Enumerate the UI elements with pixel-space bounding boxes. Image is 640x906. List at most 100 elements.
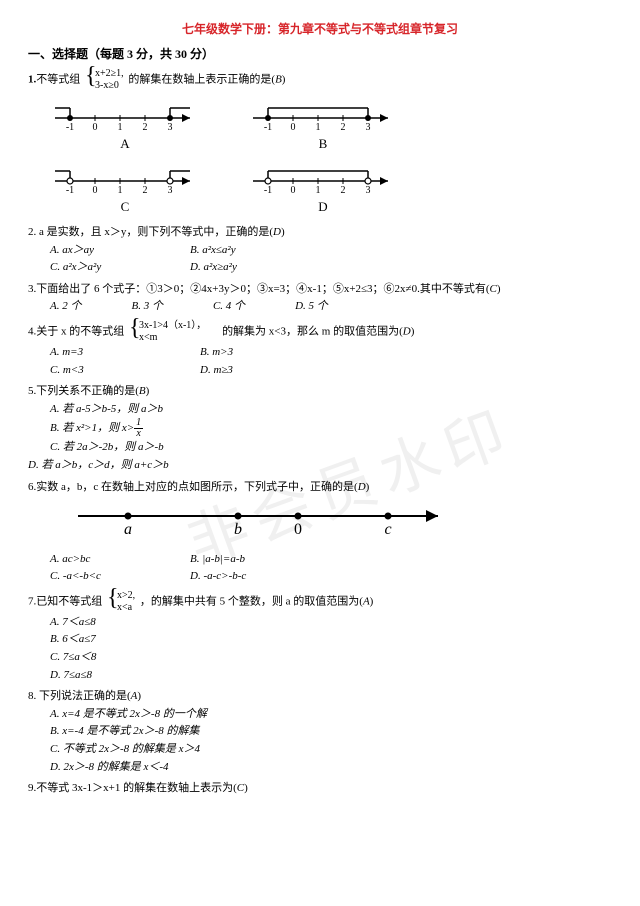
svg-text:1: 1 <box>118 122 123 132</box>
svg-text:1: 1 <box>316 185 321 195</box>
svg-text:-1: -1 <box>264 185 272 195</box>
svg-text:b: b <box>234 521 242 538</box>
q1-pre: 不等式组 <box>36 74 80 86</box>
svg-text:2: 2 <box>341 122 346 132</box>
q1-numberlines-row2: -1 0 1 2 3 C -1 0 1 2 3 <box>50 161 612 218</box>
numberline-b-svg: -1 0 1 2 3 <box>248 98 398 132</box>
section-heading: 一、选择题（每题 3 分，共 30 分） <box>28 45 612 64</box>
q7-brace: x>2, x<a <box>107 590 135 614</box>
question-2: 2. a 是实数，且 x＞y，则下列不等式中，正确的是(D) A. ax＞ay … <box>28 224 612 277</box>
q5-opt-B: B. 若 x²>1，则 x>1x <box>50 418 582 439</box>
q3-opt-A: A. 2 个 <box>50 298 81 316</box>
question-6: 6.实数 a，b，c 在数轴上对应的点如图所示，下列式子中，正确的是(D) a … <box>28 479 612 586</box>
question-4: 4.关于 x 的不等式组 3x-1>4（x-1）， x<m 的解集为 x<3，那… <box>28 320 612 379</box>
q7-opt-C: C. 7≤a＜8 <box>50 649 582 667</box>
numberline-c-svg: -1 0 1 2 3 <box>50 161 200 195</box>
q8-opt-C: C. 不等式 2x＞-8 的解集是 x＞4 <box>50 741 582 759</box>
q7-opt-B: B. 6＜a≤7 <box>50 631 582 649</box>
q7-brace-line1: x>2, <box>117 590 135 602</box>
q8-opt-B: B. x=-4 是不等式 2x＞-8 的解集 <box>50 723 582 741</box>
q1-nl-C: -1 0 1 2 3 C <box>50 161 200 218</box>
q3-opt-C: C. 4 个 <box>213 298 245 316</box>
q4-answer: D <box>403 325 411 337</box>
q1-label-D: D <box>248 197 398 218</box>
q6-close: ) <box>366 481 370 493</box>
q7-brace-line2: x<a <box>117 602 135 614</box>
question-9: 9.不等式 3x-1＞x+1 的解集在数轴上表示为(C) <box>28 780 612 798</box>
q6-numberline-svg: a b 0 c <box>68 502 448 538</box>
q5-opt-D: D. 若 a＞b，c＞d，则 a+c＞b <box>28 457 582 475</box>
q1-label-C: C <box>50 197 200 218</box>
q7-answer: A <box>363 595 370 607</box>
q6-opt-B: B. |a-b|=a-b <box>190 551 300 569</box>
svg-text:3: 3 <box>366 185 371 195</box>
svg-text:3: 3 <box>168 185 173 195</box>
q3-answer: C <box>490 283 497 295</box>
q4-opt-D: D. m≥3 <box>200 362 290 380</box>
question-3: 3.下面给出了 6 个式子：①3＞0；②4x+3y＞0；③x=3；④x-1；⑤x… <box>28 281 612 316</box>
svg-text:0: 0 <box>291 185 296 195</box>
svg-text:0: 0 <box>93 185 98 195</box>
q1-answer: B <box>275 74 282 86</box>
q5-stem: 5.下列关系不正确的是( <box>28 385 139 397</box>
q1-brace-line2: 3-x≥0 <box>95 80 124 92</box>
q2-stem: 2. a 是实数，且 x＞y，则下列不等式中，正确的是( <box>28 226 273 238</box>
question-7: 7.已知不等式组 x>2, x<a ，的解集中共有 5 个整数，则 a 的取值范… <box>28 590 612 684</box>
q5-opt-A: A. 若 a-5＞b-5，则 a＞b <box>50 401 582 419</box>
q4-mid: 的解集为 x<3，那么 m 的取值范围为( <box>222 325 403 337</box>
svg-text:3: 3 <box>366 122 371 132</box>
q1-post: 的解集在数轴上表示正确的是( <box>128 74 275 86</box>
q1-num: 1. <box>28 74 36 86</box>
svg-text:2: 2 <box>341 185 346 195</box>
q3-close: ) <box>497 283 501 295</box>
q4-opt-C: C. m<3 <box>50 362 140 380</box>
q8-stem: 8. 下列说法正确的是( <box>28 690 131 702</box>
svg-text:c: c <box>384 521 391 538</box>
q7-opt-D: D. 7≤a≤8 <box>50 667 582 685</box>
q8-opt-A: A. x=4 是不等式 2x＞-8 的一个解 <box>50 706 582 724</box>
svg-text:1: 1 <box>118 185 123 195</box>
page-title: 七年级数学下册：第九章不等式与不等式组章节复习 <box>28 20 612 39</box>
q1-label-B: B <box>248 134 398 155</box>
svg-text:1: 1 <box>316 122 321 132</box>
q6-opt-A: A. ac>bc <box>50 551 160 569</box>
q4-brace-line1: 3x-1>4（x-1）， <box>139 320 206 332</box>
q9-close: ) <box>244 782 248 794</box>
q6-opt-C: C. -a<-b<c <box>50 568 160 586</box>
q5-close: ) <box>146 385 150 397</box>
svg-text:-1: -1 <box>66 122 74 132</box>
svg-text:3: 3 <box>168 122 173 132</box>
svg-text:2: 2 <box>143 185 148 195</box>
q5-answer: B <box>139 385 146 397</box>
svg-text:0: 0 <box>294 521 302 538</box>
q9-stem: 9.不等式 3x-1＞x+1 的解集在数轴上表示为( <box>28 782 237 794</box>
q3-opt-B: B. 3 个 <box>131 298 162 316</box>
q2-opt-D: D. a²x≥a²y <box>190 259 300 277</box>
q1-nl-D: -1 0 1 2 3 D <box>248 161 398 218</box>
q1-close: ) <box>282 74 286 86</box>
q4-brace-line2: x<m <box>139 332 206 344</box>
question-1: 1.不等式组 x+2≥1, 3-x≥0 的解集在数轴上表示正确的是(B) <box>28 68 612 92</box>
q4-close: ) <box>411 325 415 337</box>
q7-close: ) <box>370 595 374 607</box>
svg-text:0: 0 <box>291 122 296 132</box>
q1-label-A: A <box>50 134 200 155</box>
q7-pre: 7.已知不等式组 <box>28 595 102 607</box>
q2-opt-B: B. a²x≤a²y <box>190 242 300 260</box>
q2-opt-A: A. ax＞ay <box>50 242 160 260</box>
q4-opt-B: B. m>3 <box>200 344 290 362</box>
svg-text:-1: -1 <box>264 122 272 132</box>
q2-answer: D <box>273 226 281 238</box>
svg-text:2: 2 <box>143 122 148 132</box>
q1-nl-B: -1 0 1 2 3 B <box>248 98 398 155</box>
q8-close: ) <box>137 690 141 702</box>
q4-opt-A: A. m=3 <box>50 344 140 362</box>
q7-opt-A: A. 7＜a≤8 <box>50 614 582 632</box>
q2-close: ) <box>281 226 285 238</box>
q3-stem: 3.下面给出了 6 个式子：①3＞0；②4x+3y＞0；③x=3；④x-1；⑤x… <box>28 283 490 295</box>
question-8: 8. 下列说法正确的是(A) A. x=4 是不等式 2x＞-8 的一个解 B.… <box>28 688 612 776</box>
question-5: 5.下列关系不正确的是(B) A. 若 a-5＞b-5，则 a＞b B. 若 x… <box>28 383 612 474</box>
svg-text:0: 0 <box>93 122 98 132</box>
numberline-a-svg: -1 0 1 2 3 <box>50 98 200 132</box>
q6-answer: D <box>358 481 366 493</box>
